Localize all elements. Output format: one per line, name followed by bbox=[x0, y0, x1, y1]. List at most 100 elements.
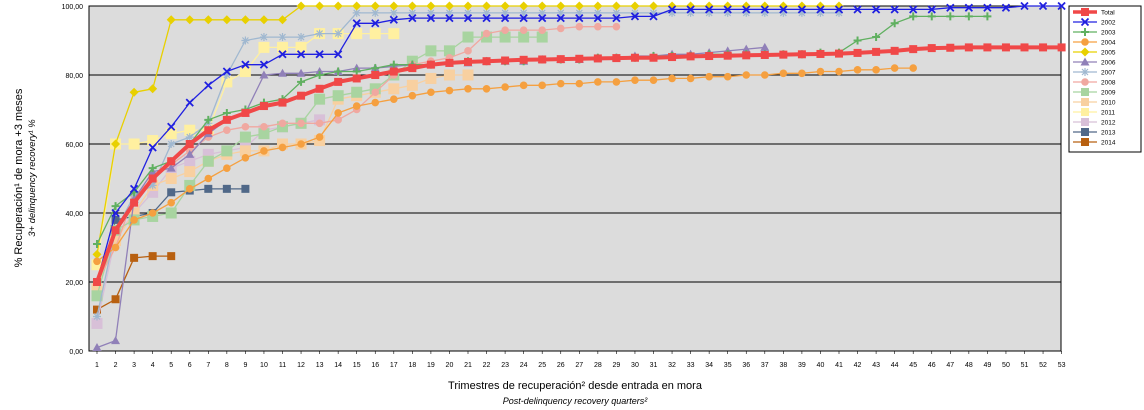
y-tick-label: 80,00 bbox=[65, 73, 83, 80]
legend-swatch-marker bbox=[1081, 138, 1089, 146]
data-point-2003 bbox=[297, 77, 306, 86]
x-tick-label: 31 bbox=[650, 362, 658, 369]
data-point-total bbox=[352, 74, 361, 83]
data-point-2009 bbox=[462, 31, 474, 43]
x-tick-label: 4 bbox=[151, 362, 155, 369]
data-point-2005 bbox=[203, 15, 213, 25]
data-point-2007 bbox=[297, 33, 306, 42]
y-tick-label: 40,00 bbox=[65, 211, 83, 218]
data-point-2007 bbox=[259, 33, 268, 42]
data-point-2008 bbox=[538, 26, 546, 34]
data-point-2004 bbox=[111, 243, 120, 252]
legend-swatch-marker bbox=[1081, 8, 1089, 16]
data-point-total bbox=[946, 43, 955, 52]
data-point-2002 bbox=[538, 13, 547, 23]
data-point-2010 bbox=[184, 166, 196, 178]
data-point-2003 bbox=[983, 12, 992, 21]
data-point-2007 bbox=[352, 8, 361, 17]
data-point-2002 bbox=[500, 13, 510, 23]
data-point-2011 bbox=[184, 124, 196, 136]
series-2004 bbox=[93, 64, 917, 266]
data-point-2007 bbox=[668, 8, 677, 17]
data-point-2014 bbox=[148, 252, 157, 261]
data-point-2004 bbox=[686, 74, 695, 83]
data-point-2004 bbox=[798, 69, 806, 78]
legend-item-2014: 2014 bbox=[1073, 138, 1116, 147]
legend-swatch-marker bbox=[1081, 38, 1089, 46]
data-point-2012 bbox=[184, 155, 196, 167]
data-point-2004 bbox=[371, 98, 380, 107]
data-point-2009 bbox=[314, 93, 326, 105]
data-point-total bbox=[575, 54, 584, 63]
legend-swatch-marker bbox=[1081, 68, 1089, 76]
x-tick-label: 14 bbox=[334, 362, 342, 369]
x-tick-label: 13 bbox=[316, 362, 324, 369]
data-point-total bbox=[1020, 43, 1029, 52]
legend-swatch-marker bbox=[1081, 128, 1089, 136]
data-point-2011 bbox=[165, 128, 177, 140]
data-point-2005 bbox=[240, 15, 250, 25]
data-point-2010 bbox=[128, 207, 140, 219]
data-point-2009 bbox=[221, 145, 233, 157]
data-point-2005 bbox=[649, 1, 658, 11]
data-point-2008 bbox=[482, 29, 491, 38]
legend-swatch-marker bbox=[1081, 28, 1089, 36]
data-point-2008 bbox=[594, 22, 602, 31]
data-point-total bbox=[593, 54, 602, 63]
data-point-2003 bbox=[222, 108, 231, 117]
data-point-2002 bbox=[426, 13, 436, 23]
x-tick-label: 51 bbox=[1021, 362, 1029, 369]
data-point-2007 bbox=[835, 8, 843, 17]
data-point-2010 bbox=[443, 69, 455, 81]
data-point-2010 bbox=[462, 69, 474, 81]
legend-swatch-marker bbox=[1081, 98, 1089, 106]
data-point-2005 bbox=[278, 15, 287, 25]
data-point-2005 bbox=[407, 1, 417, 11]
data-point-2004 bbox=[835, 67, 843, 76]
data-point-2014 bbox=[130, 253, 139, 262]
data-point-total bbox=[371, 71, 380, 79]
data-point-2005 bbox=[519, 1, 529, 11]
data-point-2005 bbox=[222, 15, 232, 25]
data-point-2002 bbox=[389, 15, 398, 24]
data-point-2004 bbox=[853, 66, 862, 74]
data-point-2002 bbox=[853, 5, 862, 14]
x-tick-labels: 1 2 3 4 5 6 7 8 9 10 11 12 13 14 15 16 17 18 19 20 21 22 23 24 2… bbox=[95, 351, 1066, 369]
legend-label: 2012 bbox=[1101, 120, 1116, 127]
data-point-2002 bbox=[742, 5, 751, 14]
data-point-2002 bbox=[185, 98, 194, 107]
x-tick-label: 23 bbox=[501, 362, 509, 369]
legend-item-2002: 2002 bbox=[1073, 17, 1116, 27]
data-point-2008 bbox=[315, 119, 324, 128]
x-tick-label: 12 bbox=[297, 362, 305, 369]
data-point-2011 bbox=[258, 41, 270, 53]
x-tick-label: 50 bbox=[1002, 362, 1010, 369]
data-point-2003 bbox=[111, 202, 120, 211]
data-point-2002 bbox=[649, 12, 658, 21]
data-point-2009 bbox=[499, 31, 511, 43]
data-point-2009 bbox=[332, 90, 344, 102]
x-tick-label: 42 bbox=[854, 362, 862, 369]
data-point-2002 bbox=[315, 50, 324, 59]
legend-item-total: Total bbox=[1073, 8, 1115, 17]
data-point-2011 bbox=[147, 135, 159, 147]
data-point-2005 bbox=[630, 1, 640, 11]
data-point-2010 bbox=[425, 72, 437, 84]
legend-item-2009: 2009 bbox=[1073, 88, 1116, 97]
data-point-2002 bbox=[482, 13, 491, 23]
data-point-2002 bbox=[964, 3, 973, 12]
data-point-2007 bbox=[630, 8, 639, 17]
data-point-total bbox=[964, 43, 973, 52]
data-point-2004 bbox=[872, 66, 880, 74]
data-point-total bbox=[1001, 43, 1010, 52]
x-tick-label: 30 bbox=[631, 362, 639, 369]
x-axis-title-en: Post-delinquency recovery quarters² bbox=[503, 396, 649, 406]
data-point-2008 bbox=[612, 22, 621, 31]
data-point-2004 bbox=[130, 216, 138, 224]
data-point-2007 bbox=[538, 8, 547, 17]
data-point-2004 bbox=[668, 74, 676, 83]
x-tick-label: 8 bbox=[225, 362, 229, 369]
data-point-2002 bbox=[797, 5, 807, 14]
data-point-2002 bbox=[241, 60, 250, 69]
